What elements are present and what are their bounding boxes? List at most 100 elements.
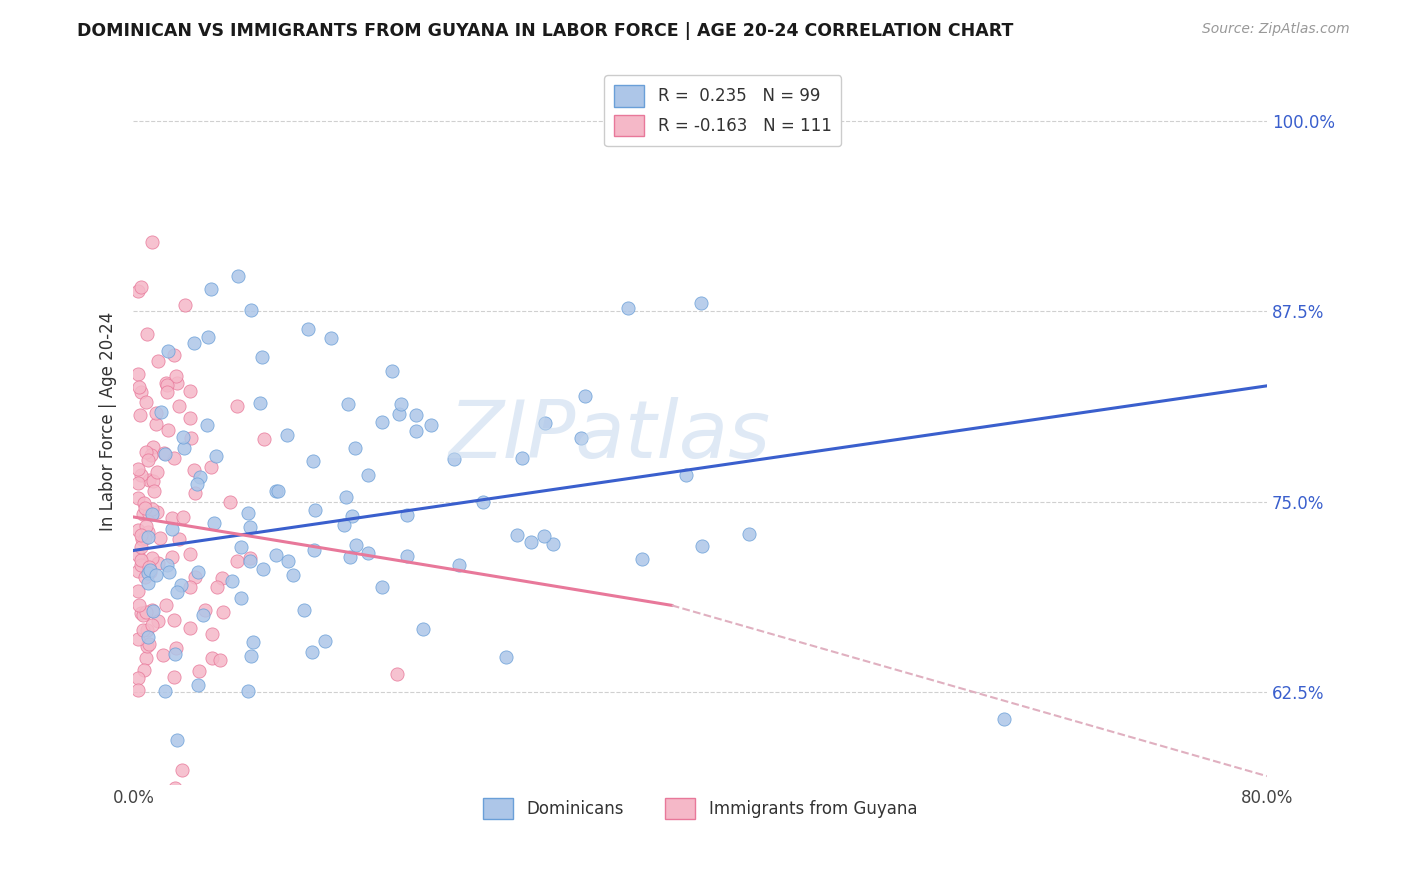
Point (188, 470, 211, 484)
Point (148, 354, 170, 368)
Point (183, 336, 205, 351)
Point (249, 396, 271, 410)
Point (229, 591, 252, 606)
Point (356, 546, 378, 560)
Point (127, 523, 149, 537)
Point (211, 571, 233, 585)
Point (163, 349, 186, 363)
Point (127, 682, 149, 697)
Point (131, 508, 153, 522)
Text: Source: ZipAtlas.com: Source: ZipAtlas.com (1202, 22, 1350, 37)
Point (396, 508, 419, 522)
Point (405, 424, 427, 438)
Point (344, 537, 367, 551)
Point (145, 417, 167, 431)
Point (301, 645, 323, 659)
Point (174, 298, 197, 312)
Point (238, 520, 260, 534)
Point (385, 667, 408, 681)
Point (388, 407, 411, 421)
Point (135, 445, 157, 459)
Point (283, 568, 305, 582)
Point (135, 518, 157, 533)
Point (236, 506, 259, 520)
Point (127, 549, 149, 563)
Point (128, 598, 150, 612)
Point (129, 468, 152, 483)
Point (302, 453, 325, 467)
Point (179, 384, 201, 398)
Point (156, 385, 179, 400)
Point (138, 507, 160, 521)
Point (129, 540, 152, 554)
Point (166, 584, 188, 599)
Point (252, 561, 274, 575)
Point (205, 580, 228, 594)
Point (176, 792, 198, 806)
Point (149, 532, 172, 546)
Legend: Dominicans, Immigrants from Guyana: Dominicans, Immigrants from Guyana (477, 791, 924, 826)
Point (191, 607, 214, 622)
Point (201, 651, 224, 665)
Point (132, 496, 155, 510)
Point (163, 451, 186, 466)
Point (184, 486, 207, 500)
Point (142, 483, 165, 498)
Point (226, 269, 249, 284)
Point (302, 543, 325, 558)
Point (277, 554, 299, 568)
Point (156, 558, 179, 573)
Point (141, 551, 163, 566)
Point (371, 580, 394, 594)
Point (136, 453, 159, 467)
Point (264, 484, 287, 499)
Text: DOMINICAN VS IMMIGRANTS FROM GUYANA IN LABOR FORCE | AGE 20-24 CORRELATION CHART: DOMINICAN VS IMMIGRANTS FROM GUYANA IN L… (77, 22, 1014, 40)
Point (420, 417, 443, 432)
Point (131, 607, 153, 622)
Point (239, 554, 262, 568)
Point (141, 507, 163, 521)
Point (229, 540, 252, 554)
Point (252, 350, 274, 364)
Point (163, 613, 186, 627)
Point (138, 637, 160, 651)
Point (200, 460, 222, 475)
Point (212, 605, 235, 619)
Point (142, 440, 165, 454)
Point (173, 441, 195, 455)
Point (167, 399, 190, 413)
Point (534, 416, 557, 430)
Point (357, 467, 380, 482)
Point (267, 484, 290, 499)
Point (193, 602, 215, 616)
Point (332, 518, 354, 533)
Point (165, 640, 187, 655)
Point (195, 418, 218, 433)
Point (238, 683, 260, 698)
Point (405, 408, 427, 422)
Point (339, 549, 361, 564)
Point (138, 560, 160, 574)
Point (495, 650, 517, 665)
Point (239, 648, 262, 663)
Point (472, 494, 495, 508)
Point (134, 501, 156, 516)
Point (131, 532, 153, 546)
Point (162, 522, 184, 536)
Point (129, 280, 152, 294)
Point (170, 763, 193, 777)
Point (141, 449, 163, 463)
Point (132, 623, 155, 637)
Point (304, 502, 326, 516)
Point (569, 432, 592, 446)
Point (152, 648, 174, 662)
Point (153, 447, 176, 461)
Point (184, 570, 207, 584)
Point (127, 462, 149, 476)
Point (127, 476, 149, 491)
Point (145, 406, 167, 420)
Point (136, 639, 159, 653)
Point (443, 452, 465, 467)
Point (200, 282, 222, 296)
Point (134, 570, 156, 584)
